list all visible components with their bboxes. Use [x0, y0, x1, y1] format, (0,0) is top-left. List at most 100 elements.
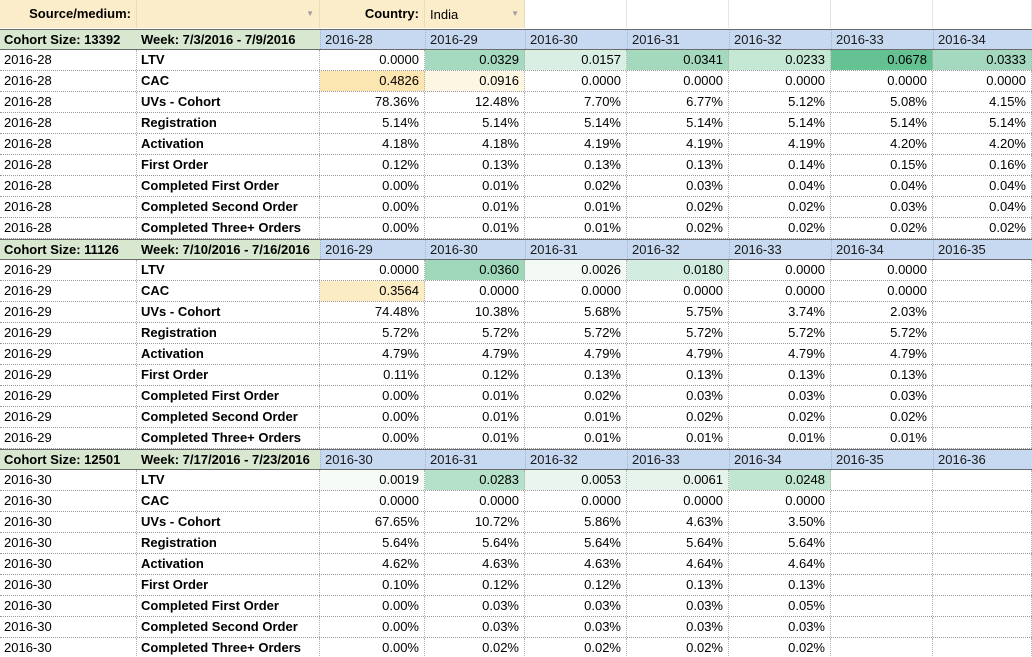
- value-cell[interactable]: 5.14%: [525, 113, 627, 133]
- value-cell[interactable]: 0.02%: [831, 407, 933, 427]
- value-cell[interactable]: [933, 617, 1032, 637]
- value-cell[interactable]: 0.0157: [525, 50, 627, 70]
- value-cell[interactable]: 0.13%: [627, 575, 729, 595]
- value-cell[interactable]: 0.10%: [320, 575, 425, 595]
- value-cell[interactable]: 0.04%: [831, 176, 933, 196]
- value-cell[interactable]: 4.79%: [525, 344, 627, 364]
- value-cell[interactable]: 0.02%: [627, 638, 729, 657]
- value-cell[interactable]: 5.86%: [525, 512, 627, 532]
- cohort-week-cell[interactable]: 2016-30: [0, 533, 137, 553]
- value-cell[interactable]: 0.01%: [525, 218, 627, 238]
- metric-name-cell[interactable]: UVs - Cohort: [137, 512, 320, 532]
- value-cell[interactable]: 5.08%: [831, 92, 933, 112]
- value-cell[interactable]: 4.79%: [831, 344, 933, 364]
- metric-name-cell[interactable]: Completed First Order: [137, 596, 320, 616]
- value-cell[interactable]: 0.12%: [525, 575, 627, 595]
- country-dropdown[interactable]: India ▼: [425, 0, 525, 28]
- value-cell[interactable]: 4.79%: [627, 344, 729, 364]
- value-cell[interactable]: 5.64%: [627, 533, 729, 553]
- metric-name-cell[interactable]: UVs - Cohort: [137, 92, 320, 112]
- value-cell[interactable]: 0.0026: [525, 260, 627, 280]
- value-cell[interactable]: 0.00%: [320, 218, 425, 238]
- value-cell[interactable]: 0.02%: [933, 218, 1032, 238]
- value-cell[interactable]: 0.00%: [320, 407, 425, 427]
- value-cell[interactable]: 5.72%: [425, 323, 525, 343]
- value-cell[interactable]: 4.79%: [320, 344, 425, 364]
- value-cell[interactable]: 0.04%: [729, 176, 831, 196]
- cohort-week-cell[interactable]: 2016-28: [0, 92, 137, 112]
- value-cell[interactable]: 0.00%: [320, 386, 425, 406]
- value-cell[interactable]: 5.72%: [831, 323, 933, 343]
- value-cell[interactable]: 0.14%: [729, 155, 831, 175]
- value-cell[interactable]: 5.14%: [729, 113, 831, 133]
- value-cell[interactable]: 0.0019: [320, 470, 425, 490]
- value-cell[interactable]: 0.0916: [425, 71, 525, 91]
- value-cell[interactable]: 0.03%: [627, 617, 729, 637]
- value-cell[interactable]: 0.3564: [320, 281, 425, 301]
- value-cell[interactable]: 0.0233: [729, 50, 831, 70]
- value-cell[interactable]: 0.02%: [425, 638, 525, 657]
- value-cell[interactable]: 0.01%: [525, 407, 627, 427]
- value-cell[interactable]: 0.0000: [320, 491, 425, 511]
- cohort-week-cell[interactable]: 2016-28: [0, 218, 137, 238]
- value-cell[interactable]: 0.00%: [320, 596, 425, 616]
- value-cell[interactable]: 0.13%: [425, 155, 525, 175]
- cohort-week-cell[interactable]: 2016-28: [0, 50, 137, 70]
- value-cell[interactable]: 0.01%: [729, 428, 831, 448]
- empty-cell[interactable]: [627, 0, 729, 28]
- value-cell[interactable]: 0.0000: [320, 50, 425, 70]
- chevron-down-icon[interactable]: ▼: [306, 9, 314, 18]
- value-cell[interactable]: [831, 554, 933, 574]
- value-cell[interactable]: 0.0053: [525, 470, 627, 490]
- value-cell[interactable]: 5.14%: [933, 113, 1032, 133]
- cohort-week-cell[interactable]: 2016-29: [0, 260, 137, 280]
- metric-name-cell[interactable]: Completed Three+ Orders: [137, 218, 320, 238]
- value-cell[interactable]: 4.19%: [627, 134, 729, 154]
- value-cell[interactable]: 0.0000: [729, 281, 831, 301]
- cohort-week-cell[interactable]: 2016-30: [0, 638, 137, 657]
- cohort-week-cell[interactable]: 2016-29: [0, 428, 137, 448]
- value-cell[interactable]: 67.65%: [320, 512, 425, 532]
- value-cell[interactable]: 0.0000: [831, 71, 933, 91]
- value-cell[interactable]: 3.74%: [729, 302, 831, 322]
- value-cell[interactable]: 0.02%: [729, 218, 831, 238]
- value-cell[interactable]: 10.72%: [425, 512, 525, 532]
- cohort-week-cell[interactable]: 2016-29: [0, 344, 137, 364]
- value-cell[interactable]: 4.19%: [525, 134, 627, 154]
- cohort-week-cell[interactable]: 2016-30: [0, 470, 137, 490]
- empty-cell[interactable]: [525, 0, 627, 28]
- cohort-week-cell[interactable]: 2016-28: [0, 155, 137, 175]
- value-cell[interactable]: 0.0678: [831, 50, 933, 70]
- value-cell[interactable]: [831, 617, 933, 637]
- value-cell[interactable]: 0.13%: [525, 365, 627, 385]
- value-cell[interactable]: 0.02%: [525, 386, 627, 406]
- value-cell[interactable]: 0.12%: [425, 365, 525, 385]
- cohort-week-cell[interactable]: 2016-28: [0, 197, 137, 217]
- cohort-week-cell[interactable]: 2016-29: [0, 407, 137, 427]
- value-cell[interactable]: 0.03%: [831, 197, 933, 217]
- value-cell[interactable]: 4.18%: [425, 134, 525, 154]
- value-cell[interactable]: [933, 386, 1032, 406]
- value-cell[interactable]: 0.13%: [627, 155, 729, 175]
- value-cell[interactable]: 4.64%: [729, 554, 831, 574]
- value-cell[interactable]: 5.12%: [729, 92, 831, 112]
- value-cell[interactable]: 0.13%: [831, 365, 933, 385]
- value-cell[interactable]: 0.03%: [627, 176, 729, 196]
- value-cell[interactable]: 0.00%: [320, 617, 425, 637]
- value-cell[interactable]: 0.0000: [729, 260, 831, 280]
- value-cell[interactable]: 5.64%: [729, 533, 831, 553]
- cohort-week-cell[interactable]: 2016-28: [0, 134, 137, 154]
- value-cell[interactable]: 4.79%: [425, 344, 525, 364]
- value-cell[interactable]: 0.12%: [425, 575, 525, 595]
- value-cell[interactable]: [933, 512, 1032, 532]
- value-cell[interactable]: 0.03%: [425, 596, 525, 616]
- metric-name-cell[interactable]: Completed Three+ Orders: [137, 638, 320, 657]
- value-cell[interactable]: 2.03%: [831, 302, 933, 322]
- value-cell[interactable]: 0.0000: [627, 491, 729, 511]
- value-cell[interactable]: 0.0000: [729, 491, 831, 511]
- cohort-week-cell[interactable]: 2016-30: [0, 554, 137, 574]
- value-cell[interactable]: 0.03%: [627, 386, 729, 406]
- cohort-week-cell[interactable]: 2016-29: [0, 365, 137, 385]
- value-cell[interactable]: 0.0000: [831, 260, 933, 280]
- value-cell[interactable]: 5.68%: [525, 302, 627, 322]
